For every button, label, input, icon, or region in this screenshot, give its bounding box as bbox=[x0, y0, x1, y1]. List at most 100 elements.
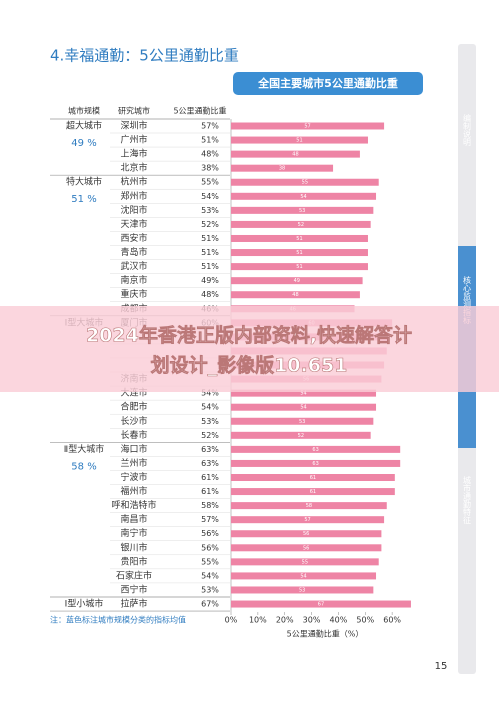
value-label: 61% bbox=[201, 487, 219, 496]
bar bbox=[231, 431, 371, 439]
bar bbox=[231, 164, 334, 172]
city-label: 广州市 bbox=[120, 134, 147, 146]
city-label: 杭州市 bbox=[120, 176, 147, 188]
x-tick-label: 60% bbox=[383, 616, 401, 625]
group-label: Ⅰ型小城市 bbox=[65, 598, 104, 610]
bar-label: 48 bbox=[292, 292, 298, 298]
bar bbox=[231, 586, 374, 594]
value-label: 56% bbox=[201, 529, 219, 538]
value-label: 57% bbox=[201, 515, 219, 524]
bar-label: 61 bbox=[310, 489, 316, 495]
value-label: 55% bbox=[201, 178, 219, 187]
value-label: 52% bbox=[201, 220, 219, 229]
x-tick-label: 30% bbox=[303, 616, 321, 625]
value-label: 54% bbox=[201, 403, 219, 412]
bar-label: 55 bbox=[302, 559, 308, 565]
city-label: 西安市 bbox=[120, 232, 147, 244]
group-mean: 49 % bbox=[71, 138, 96, 149]
sidebar-tab[interactable]: 核心监测指标 bbox=[463, 275, 472, 325]
bar-label: 53 bbox=[299, 208, 305, 214]
bar bbox=[231, 600, 411, 608]
heading: 4.幸福通勤：5公里通勤比重 bbox=[50, 47, 239, 65]
value-label: 54% bbox=[201, 571, 219, 580]
bar bbox=[231, 544, 382, 552]
bar bbox=[231, 234, 368, 242]
bar bbox=[231, 488, 395, 496]
sidebar-tab[interactable]: 城市通勤特征 bbox=[463, 476, 472, 525]
page-number: 15 bbox=[435, 661, 448, 672]
city-label: 拉萨市 bbox=[120, 598, 147, 610]
city-label: 北京市 bbox=[120, 162, 147, 174]
bar bbox=[231, 389, 377, 397]
bar-label: 51 bbox=[296, 250, 302, 256]
column-header: 城市规模 bbox=[68, 106, 100, 116]
bar bbox=[231, 192, 377, 200]
bar-label: 61 bbox=[310, 475, 316, 481]
city-label: 长春市 bbox=[120, 429, 147, 441]
banner-text: 2024年香港正版内部资料,快速解答计 bbox=[86, 324, 412, 347]
city-label: 郑州市 bbox=[120, 190, 147, 202]
value-label: 51% bbox=[201, 234, 219, 243]
value-label: 48% bbox=[201, 290, 219, 299]
bar bbox=[231, 291, 360, 299]
bar bbox=[231, 178, 379, 186]
bar bbox=[231, 249, 368, 257]
value-label: 63% bbox=[201, 445, 219, 454]
value-label: 55% bbox=[201, 557, 219, 566]
bar bbox=[231, 220, 371, 228]
value-label: 53% bbox=[201, 417, 219, 426]
bar-label: 51 bbox=[296, 138, 302, 144]
bar-label: 52 bbox=[298, 433, 304, 439]
value-label: 57% bbox=[201, 122, 219, 131]
bar bbox=[231, 403, 377, 411]
value-label: 38% bbox=[201, 164, 219, 173]
value-label: 49% bbox=[201, 276, 219, 285]
city-label: 海口市 bbox=[120, 443, 147, 455]
chart: 0% 10% 20% 30% 40% 50% 60% 超大城市 49 % 深圳市 57% 57 广州市 5… bbox=[50, 119, 411, 625]
sidebar-tab[interactable]: 编制说明 bbox=[463, 113, 472, 147]
bar bbox=[231, 474, 395, 481]
city-label: 青岛市 bbox=[120, 246, 147, 258]
value-label: 56% bbox=[201, 543, 219, 552]
bar bbox=[231, 459, 401, 467]
bar bbox=[231, 530, 382, 538]
bar bbox=[231, 206, 374, 214]
city-label: 沈阳市 bbox=[120, 204, 147, 216]
bar-label: 38 bbox=[279, 166, 285, 172]
x-tick-label: 40% bbox=[330, 616, 348, 625]
bar bbox=[231, 122, 385, 130]
value-label: 54% bbox=[201, 192, 219, 201]
bar-label: 63 bbox=[312, 461, 318, 467]
bar bbox=[231, 277, 363, 285]
bar-label: 67 bbox=[318, 602, 324, 608]
city-label: 宁波市 bbox=[120, 471, 147, 483]
bar-label: 54 bbox=[300, 391, 306, 397]
value-label: 53% bbox=[201, 206, 219, 215]
bar-label: 56 bbox=[303, 545, 309, 551]
bar-label: 51 bbox=[296, 236, 302, 242]
value-label: 51% bbox=[201, 262, 219, 271]
x-tick-label: 0% bbox=[225, 616, 238, 625]
bar bbox=[231, 558, 379, 566]
value-label: 54% bbox=[201, 389, 219, 398]
bar bbox=[231, 516, 385, 524]
group-label: 特大城市 bbox=[66, 176, 102, 188]
note: 注：蓝色标注城市规模分类的指标均值 bbox=[50, 615, 186, 625]
bar-label: 63 bbox=[312, 447, 318, 453]
bar-label: 55 bbox=[302, 180, 308, 186]
value-label: 52% bbox=[201, 431, 219, 440]
bar-label: 54 bbox=[300, 194, 306, 200]
bar-label: 58 bbox=[306, 503, 312, 509]
city-label: 南京市 bbox=[120, 274, 147, 286]
city-label: 天津市 bbox=[120, 218, 147, 230]
bar bbox=[231, 572, 377, 580]
city-label: 西宁市 bbox=[120, 583, 147, 595]
group-label: 超大城市 bbox=[66, 120, 102, 132]
bar-label: 49 bbox=[294, 278, 300, 284]
city-label: 贵阳市 bbox=[120, 555, 147, 567]
bar-label: 54 bbox=[300, 573, 306, 579]
x-tick-label: 10% bbox=[249, 616, 267, 625]
bar bbox=[231, 263, 368, 271]
bar-label: 53 bbox=[299, 419, 305, 425]
